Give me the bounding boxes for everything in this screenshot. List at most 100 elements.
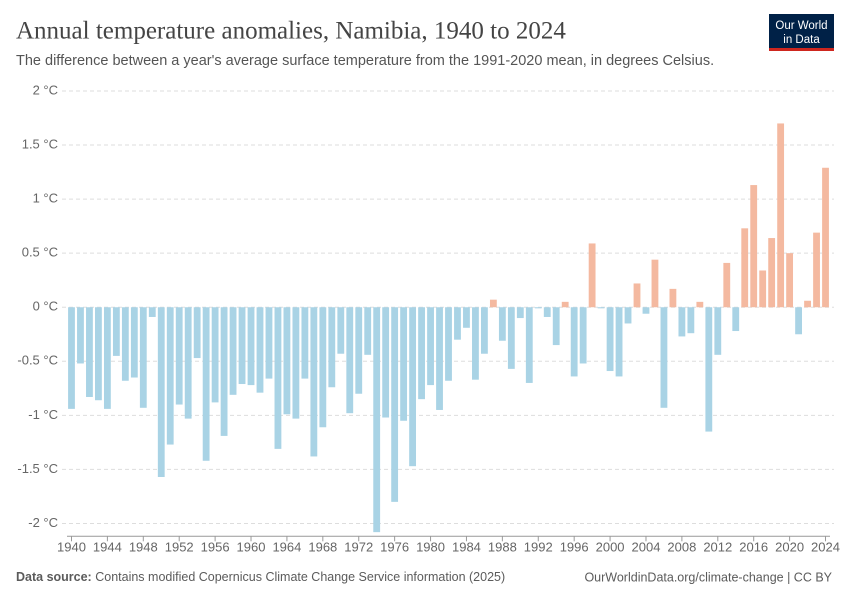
bar	[489, 299, 497, 308]
bar	[732, 307, 740, 332]
bar	[597, 307, 605, 309]
y-tick-label: -0.5 °C	[17, 353, 58, 368]
bar	[95, 307, 102, 401]
bar	[786, 253, 794, 308]
logo-bar	[769, 48, 834, 51]
bar	[157, 307, 165, 477]
bar	[166, 307, 174, 445]
bar	[633, 283, 641, 308]
logo-text: in Data	[783, 34, 820, 46]
x-tick-label: 1940	[57, 540, 86, 555]
x-tick-label: 2012	[703, 540, 732, 555]
bar	[777, 123, 785, 308]
bar	[669, 288, 677, 308]
bar	[193, 307, 201, 359]
bar	[301, 307, 309, 379]
x-tick-label: 2008	[667, 540, 696, 555]
bar	[660, 307, 668, 408]
y-tick-label: 1.5 °C	[22, 136, 58, 151]
logo-text: Our World	[775, 20, 827, 32]
bar	[552, 307, 560, 346]
source-text: Contains modified Copernicus Climate Cha…	[95, 570, 505, 584]
bar	[472, 307, 479, 380]
y-tick-label: -1 °C	[28, 407, 58, 422]
bar	[741, 228, 749, 308]
bar	[687, 307, 695, 334]
bar	[436, 307, 443, 410]
x-tick-label: 1960	[237, 540, 266, 555]
bar	[346, 307, 354, 414]
bar	[795, 307, 802, 335]
bar	[570, 307, 578, 377]
bar	[678, 307, 686, 337]
bar	[588, 243, 596, 308]
x-tick-label: 1952	[165, 540, 194, 555]
y-tick-label: 1 °C	[33, 191, 58, 206]
bar	[480, 307, 488, 354]
bar	[615, 307, 623, 377]
bar	[454, 307, 461, 340]
bar	[328, 307, 336, 388]
bar	[498, 307, 506, 341]
chart-title: Annual temperature anomalies, Namibia, 1…	[16, 18, 566, 45]
bar	[86, 307, 93, 397]
bar	[148, 307, 156, 317]
bar	[723, 262, 731, 308]
bar	[427, 307, 434, 386]
chart-subtitle: The difference between a year's average …	[16, 53, 714, 69]
y-tick-label: 0.5 °C	[22, 245, 58, 260]
x-tick-label: 1992	[524, 540, 553, 555]
bar	[130, 307, 138, 378]
bar	[355, 307, 363, 394]
bar	[804, 300, 811, 308]
bar	[121, 307, 129, 381]
x-tick-label: 1944	[93, 540, 122, 555]
x-tick-label: 2016	[739, 540, 768, 555]
x-tick-label: 1956	[201, 540, 230, 555]
bar	[445, 307, 452, 381]
bar	[822, 167, 829, 308]
bar	[418, 307, 425, 400]
bar	[310, 307, 318, 457]
bar	[274, 307, 282, 449]
bar	[579, 307, 587, 364]
x-tick-label: 2024	[811, 540, 840, 555]
source: Data source: Contains modified Copernicu…	[16, 570, 505, 584]
source-label: Data source:	[16, 570, 92, 584]
bar	[211, 307, 219, 403]
bar	[112, 307, 120, 356]
bar	[561, 301, 569, 308]
bar	[409, 307, 417, 467]
bar	[265, 307, 273, 379]
bar	[103, 307, 111, 409]
x-tick-label: 1972	[344, 540, 373, 555]
x-tick-label: 1968	[308, 540, 337, 555]
y-tick-label: 2 °C	[33, 82, 58, 97]
bar	[624, 307, 632, 324]
x-tick-label: 1964	[272, 540, 301, 555]
bar	[606, 307, 614, 372]
x-tick-label: 1976	[380, 540, 409, 555]
bar	[813, 232, 820, 308]
y-tick-label: 0 °C	[33, 299, 58, 314]
credit: OurWorldinData.org/climate-change | CC B…	[584, 570, 832, 584]
bar	[768, 238, 776, 308]
bar	[202, 307, 210, 461]
bar	[525, 307, 533, 383]
bar	[651, 259, 659, 308]
bar	[759, 270, 767, 308]
bar	[175, 307, 183, 405]
x-tick-label: 2004	[632, 540, 661, 555]
x-tick-label: 1996	[560, 540, 589, 555]
bar	[184, 307, 192, 419]
x-tick-label: 1980	[416, 540, 445, 555]
bar	[516, 307, 524, 319]
bar	[68, 307, 75, 409]
bar	[238, 307, 246, 385]
bar	[283, 307, 291, 415]
bar	[696, 301, 704, 308]
y-tick-label: -2 °C	[28, 515, 58, 530]
y-tick-label: -1.5 °C	[17, 461, 58, 476]
bar	[714, 307, 722, 355]
